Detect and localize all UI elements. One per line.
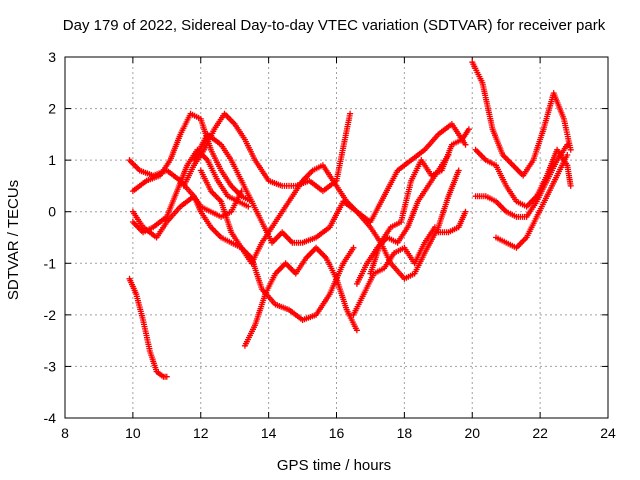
data-point [564, 152, 571, 158]
data-point [462, 208, 469, 215]
x-tick-label: 8 [61, 425, 69, 441]
data-point [353, 327, 360, 334]
y-tick-label: 2 [48, 101, 56, 117]
x-tick-label: 22 [532, 425, 548, 441]
y-tick-label: -2 [44, 307, 57, 323]
x-axis-label: GPS time / hours [277, 457, 391, 474]
data-point [567, 146, 574, 153]
series-arc-13 [435, 208, 469, 236]
series-arc-1 [126, 275, 170, 380]
data-point [567, 182, 574, 189]
data-point [462, 141, 469, 148]
data-point [350, 244, 357, 251]
x-tick-label: 10 [125, 425, 141, 441]
data-point [455, 167, 462, 174]
series-arc-17 [493, 152, 571, 251]
y-tick-label: -3 [44, 358, 57, 374]
series-arc-12 [367, 126, 472, 277]
y-tick-label: -1 [44, 255, 57, 271]
series-arc-9 [241, 244, 360, 349]
x-tick-label: 20 [464, 425, 480, 441]
x-tick-label: 16 [329, 425, 345, 441]
y-tick-label: 0 [48, 204, 56, 220]
axes [64, 56, 609, 419]
series-arc-11 [350, 224, 438, 318]
data-point [564, 141, 571, 148]
series-arc-7 [191, 121, 469, 246]
series-arc-10 [353, 152, 452, 287]
x-tick-label: 12 [193, 425, 209, 441]
data-point [465, 126, 472, 133]
x-tick-label: 14 [261, 425, 277, 441]
x-tick-label: 24 [600, 425, 616, 441]
y-tick-label: 3 [48, 49, 56, 65]
chart-title: Day 179 of 2022, Sidereal Day-to-day VTE… [63, 17, 606, 34]
series-arc-14 [469, 59, 574, 179]
data-point [431, 224, 438, 231]
y-tick-label: 1 [48, 152, 56, 168]
series-arc-16 [472, 141, 571, 220]
y-axis-label: SDTVAR / TECUs [5, 180, 22, 300]
data-point [347, 110, 354, 117]
series-arc-4 [129, 193, 357, 323]
y-tick-label: -4 [44, 410, 57, 426]
data-points [126, 59, 574, 380]
data-point [245, 203, 252, 210]
x-tick-label: 18 [397, 425, 413, 441]
data-point [163, 373, 170, 380]
